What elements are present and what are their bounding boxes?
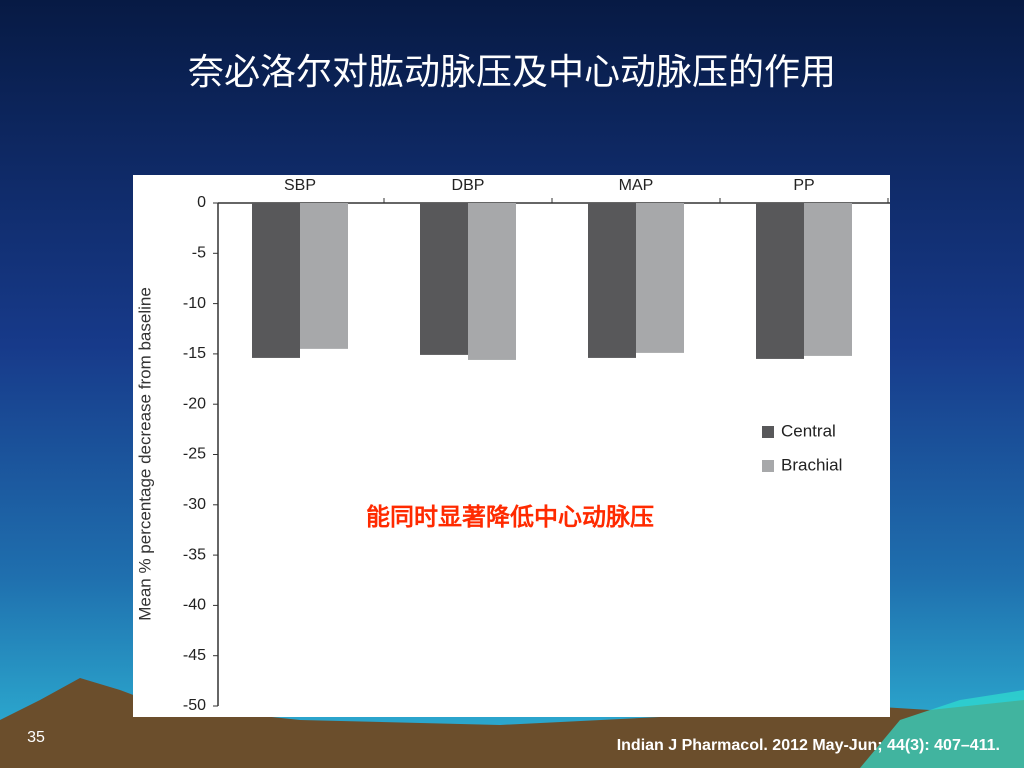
y-axis-label: Mean % percentage decrease from baseline bbox=[135, 287, 154, 621]
y-tick-label: -20 bbox=[183, 395, 206, 412]
x-tick-label: SBP bbox=[284, 177, 316, 194]
y-tick-label: -15 bbox=[183, 345, 206, 362]
bar bbox=[300, 203, 348, 349]
bar bbox=[636, 203, 684, 353]
slide-title: 奈必洛尔对肱动脉压及中心动脉压的作用 bbox=[188, 52, 836, 93]
water bbox=[860, 690, 1024, 768]
x-tick-label: DBP bbox=[452, 177, 485, 194]
y-tick-label: 0 bbox=[197, 194, 206, 211]
bar bbox=[756, 203, 804, 359]
legend-label: Brachial bbox=[781, 455, 842, 474]
y-tick-label: -30 bbox=[183, 496, 206, 513]
y-tick-label: -25 bbox=[183, 446, 206, 463]
y-tick-label: -50 bbox=[183, 697, 206, 714]
citation: Indian J Pharmacol. 2012 May-Jun; 44(3):… bbox=[617, 737, 1000, 754]
y-tick-label: -45 bbox=[183, 647, 206, 664]
legend-swatch bbox=[762, 426, 774, 438]
y-tick-label: -10 bbox=[183, 295, 206, 312]
page-number: 35 bbox=[27, 729, 45, 746]
x-tick-label: MAP bbox=[619, 177, 654, 194]
legend-label: Central bbox=[781, 421, 836, 440]
bar bbox=[804, 203, 852, 356]
bar bbox=[588, 203, 636, 358]
y-tick-label: -5 bbox=[192, 245, 206, 262]
x-tick-label: PP bbox=[793, 177, 814, 194]
legend-swatch bbox=[762, 460, 774, 472]
bar bbox=[420, 203, 468, 355]
bar bbox=[252, 203, 300, 358]
y-tick-label: -35 bbox=[183, 546, 206, 563]
mountains bbox=[0, 678, 1024, 768]
y-tick-label: -40 bbox=[183, 597, 206, 614]
annotation: 能同时显著降低中心动脉压 bbox=[366, 503, 654, 531]
bar bbox=[468, 203, 516, 360]
